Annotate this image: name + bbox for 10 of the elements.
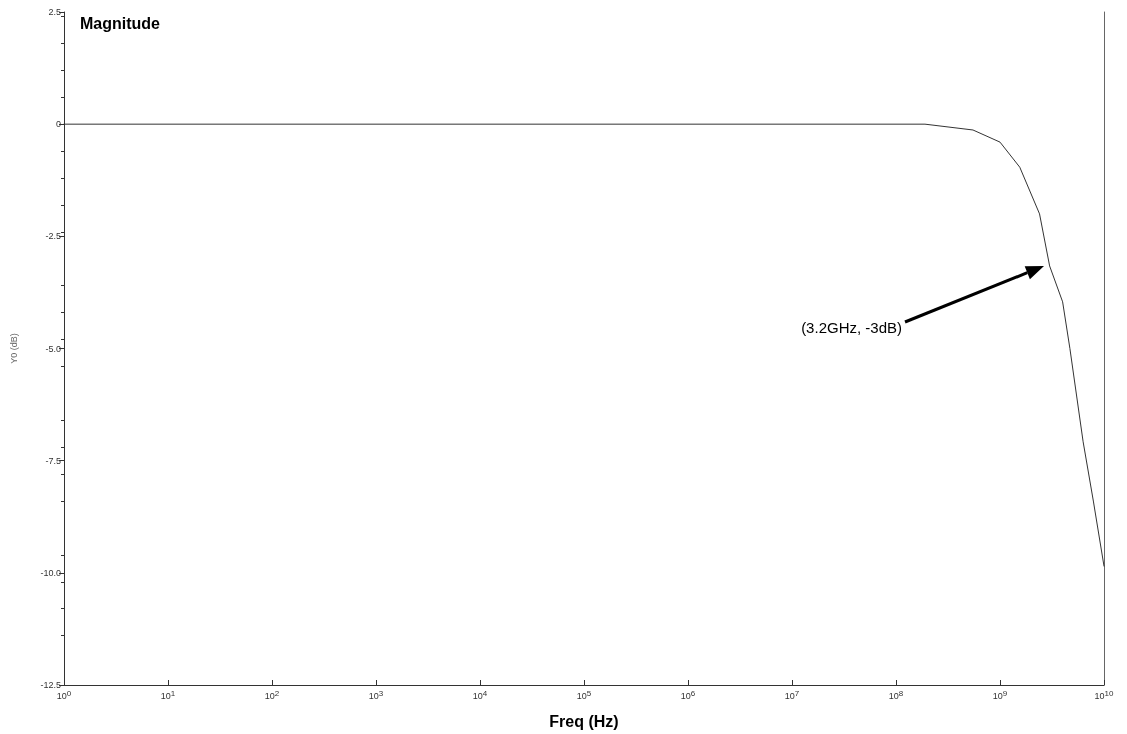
y-tick-label: -12.5: [40, 680, 61, 690]
annotation: (3.2GHz, -3dB): [801, 318, 902, 336]
y-tick-label: -7.5: [45, 455, 61, 466]
y-tick-label: -10.0: [40, 567, 61, 578]
y-tick-label: -5.0: [45, 343, 61, 354]
y-tick-label: -2.5: [45, 231, 61, 242]
y-tick-label: 2.5: [48, 7, 61, 17]
y-axis-title: Y0 (dB): [8, 333, 19, 364]
chart-title: Magnitude: [80, 14, 161, 32]
x-axis-title: Freq (Hz): [549, 712, 619, 730]
